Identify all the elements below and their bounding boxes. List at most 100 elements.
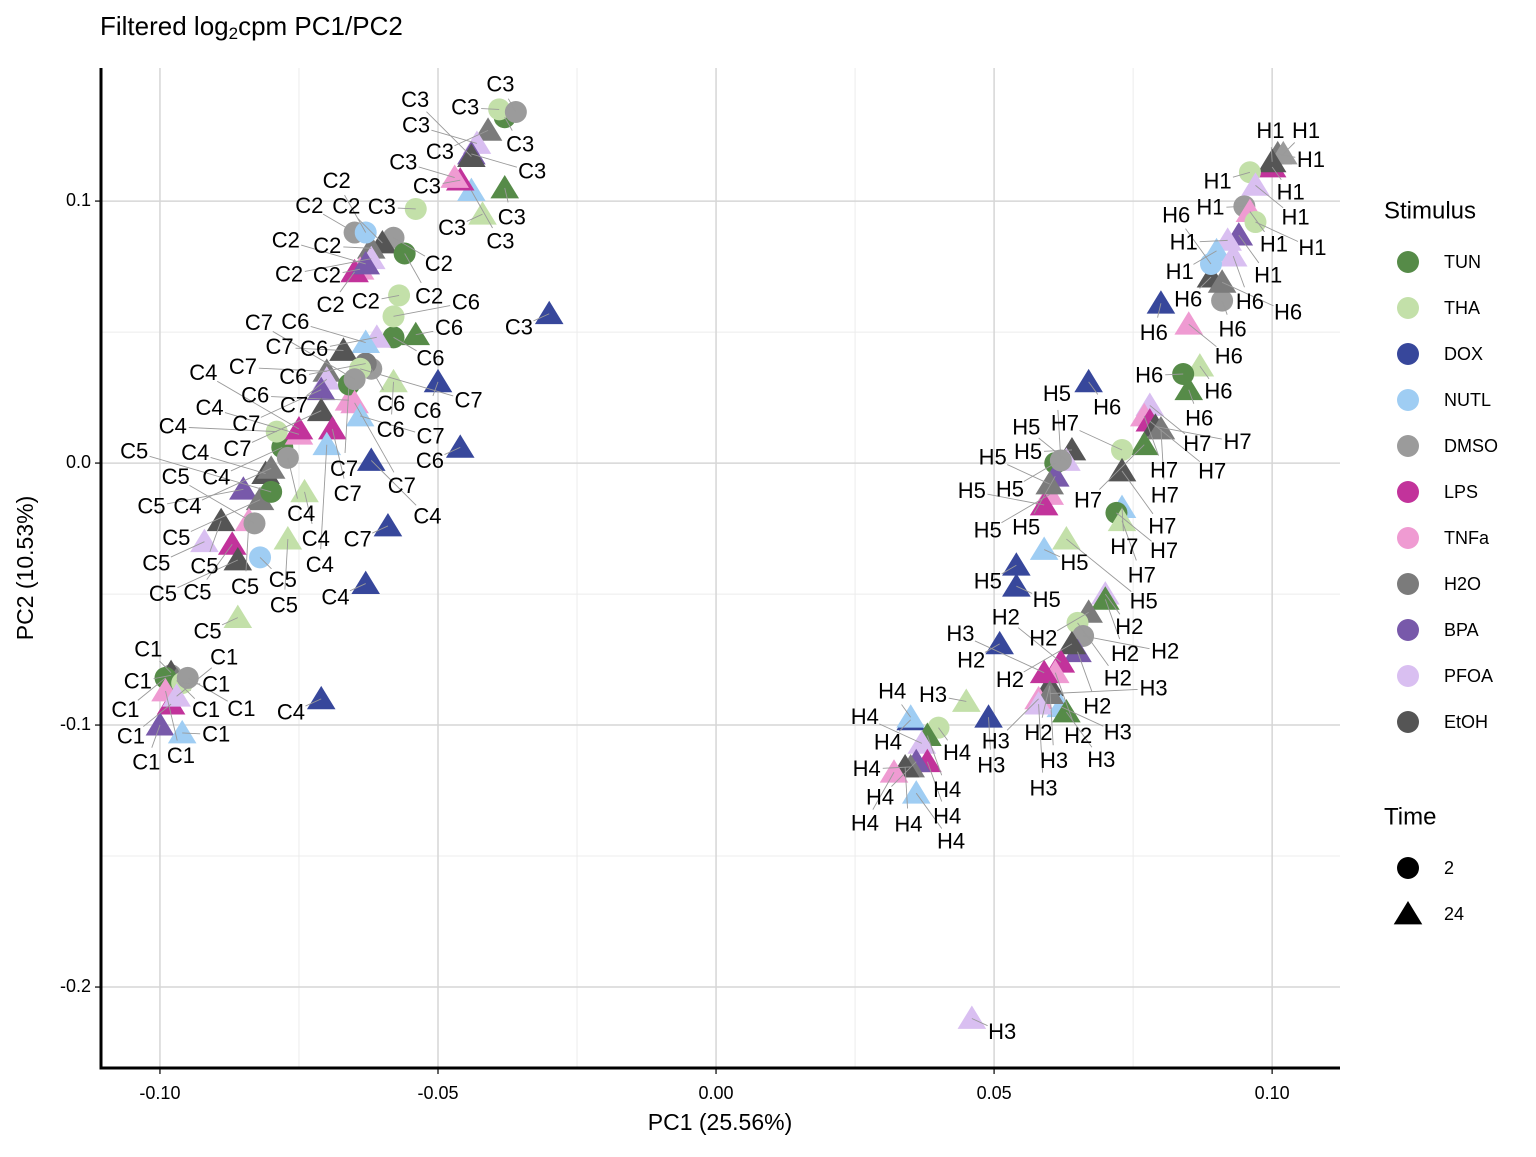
- label-segment: [898, 719, 912, 732]
- label-segment: [343, 246, 372, 249]
- point-label: C4: [202, 464, 230, 489]
- label-segment: [1038, 704, 1044, 773]
- label-segment: [1199, 365, 1210, 380]
- point-label: H6: [1219, 317, 1247, 342]
- point-label: C2: [272, 227, 300, 252]
- point-label: H6: [1215, 344, 1243, 369]
- label-segment: [360, 415, 416, 433]
- point-label: C1: [210, 645, 238, 670]
- point-label: C4: [302, 526, 330, 551]
- point-label: H5: [1012, 514, 1040, 539]
- point-triangle: [901, 780, 931, 804]
- label-segment: [357, 217, 383, 244]
- point-label: C6: [435, 315, 463, 340]
- label-segment: [397, 207, 416, 210]
- label-segment: [1007, 464, 1050, 485]
- legend-label: BPA: [1444, 620, 1479, 640]
- label-segment: [301, 244, 366, 265]
- point-triangle: [217, 531, 247, 555]
- label-segment: [1221, 281, 1274, 307]
- point-label: H6: [1174, 287, 1202, 312]
- label-segment: [1238, 234, 1260, 264]
- point-triangle: [1052, 526, 1081, 550]
- label-segment: [1255, 221, 1299, 242]
- point-label: C7: [280, 393, 308, 418]
- point-triangle: [223, 547, 253, 571]
- point-label: C1: [227, 696, 255, 721]
- point-label: C4: [277, 700, 305, 725]
- legend-label: DMSO: [1444, 436, 1498, 456]
- label-segment: [287, 457, 298, 499]
- point-triangle: [351, 570, 381, 594]
- label-segment: [1023, 462, 1056, 482]
- y-tick-label: 0.1: [66, 190, 91, 210]
- label-segment: [1121, 507, 1124, 532]
- label-segment: [189, 484, 255, 524]
- point-label: H2: [957, 647, 985, 672]
- label-segment: [182, 732, 201, 735]
- label-segment: [1226, 205, 1245, 208]
- point-label: C5: [269, 567, 297, 592]
- label-segment: [344, 384, 350, 454]
- point-triangle: [1052, 698, 1081, 723]
- label-segment: [331, 428, 345, 479]
- point-label: C3: [498, 205, 526, 230]
- point-triangle: [306, 376, 336, 401]
- point-label: H7: [1150, 538, 1178, 563]
- label-segment: [938, 727, 949, 741]
- label-segment: [1232, 171, 1251, 178]
- point-triangle: [445, 434, 475, 458]
- label-segment: [915, 792, 943, 829]
- label-segment: [988, 717, 991, 750]
- point-label: C5: [162, 525, 190, 550]
- point-triangle: [329, 337, 358, 361]
- point-label: H1: [1196, 195, 1224, 220]
- label-segment: [360, 368, 454, 397]
- label-segment: [1199, 239, 1228, 243]
- label-segment: [1054, 672, 1074, 722]
- point-label: C1: [202, 721, 230, 746]
- label-segment: [188, 427, 277, 433]
- point-label: C3: [505, 314, 533, 339]
- label-segment: [143, 703, 172, 727]
- point-label: C3: [368, 194, 396, 219]
- point-label: C5: [183, 579, 211, 604]
- label-segment: [370, 460, 417, 506]
- point-triangle: [345, 402, 375, 427]
- label-segment: [879, 723, 922, 744]
- point-triangle: [1029, 659, 1059, 684]
- label-segment: [891, 761, 917, 787]
- label-segment: [251, 410, 322, 443]
- point-label: H5: [1060, 550, 1088, 575]
- legend-title: Stimulus: [1384, 197, 1476, 224]
- label-segment: [310, 326, 366, 343]
- point-label: C3: [413, 173, 441, 198]
- point-label: H7: [1110, 534, 1138, 559]
- label-segment: [190, 499, 261, 532]
- label-segment: [354, 402, 395, 473]
- point-label: H2: [1104, 666, 1132, 691]
- title-part: 2: [229, 24, 238, 43]
- labels-layer: C3C3C3C3C3C3C3C3C3C3C3C3C3C3C2C2C2C2C2C2…: [111, 72, 1326, 1045]
- label-segment: [1221, 300, 1228, 315]
- point-label: H2: [1083, 693, 1111, 718]
- label-segment: [271, 396, 350, 401]
- point-label: H4: [933, 777, 961, 802]
- point-label: C5: [231, 574, 259, 599]
- point-label: H1: [1297, 147, 1325, 172]
- label-segment: [882, 766, 911, 769]
- label-segment: [245, 520, 250, 572]
- label-segment: [393, 237, 426, 257]
- point-label: H7: [1198, 459, 1226, 484]
- point-label: C6: [377, 417, 405, 442]
- point-label: H4: [853, 756, 881, 781]
- point-triangle: [1029, 536, 1059, 560]
- legend-label: 2: [1444, 858, 1454, 878]
- point-label: H7: [1148, 514, 1176, 539]
- label-segment: [404, 253, 422, 284]
- label-segment: [872, 771, 895, 810]
- point-label: H1: [1277, 180, 1305, 205]
- point-label: H1: [1292, 118, 1320, 143]
- label-segment: [230, 446, 283, 472]
